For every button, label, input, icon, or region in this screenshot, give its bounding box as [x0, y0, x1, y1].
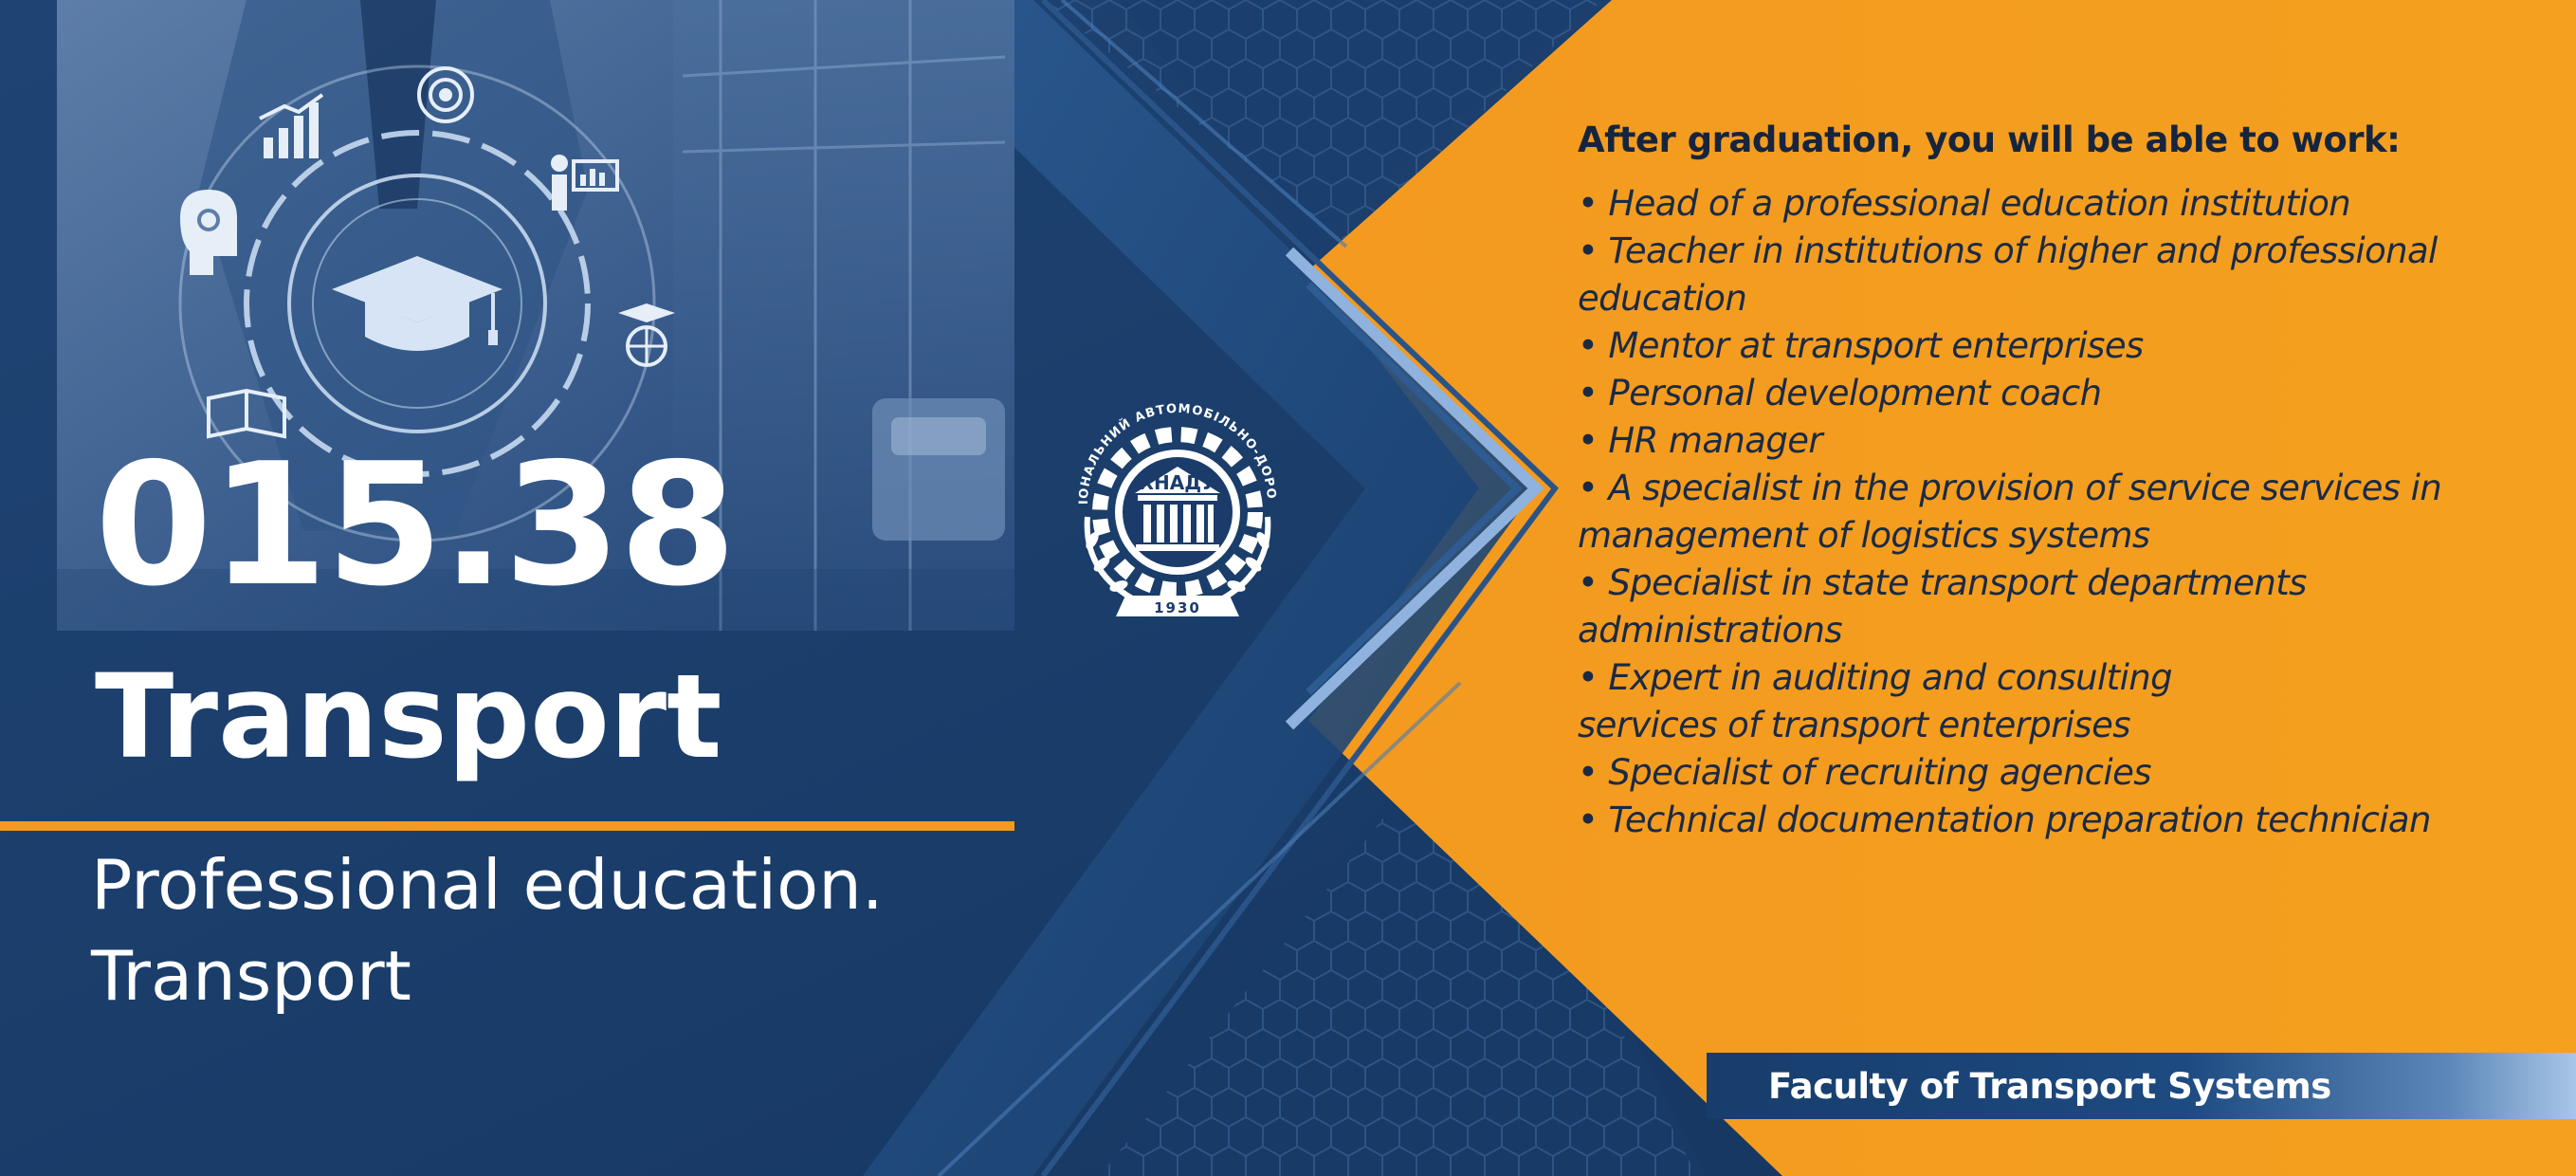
graduation-cap-icon	[332, 256, 502, 351]
brain-gears-icon	[180, 190, 237, 275]
career-item: • Expert in auditing and consulting servi…	[1578, 657, 2173, 745]
logo-year: 1930	[1154, 599, 1201, 616]
globe-cap-icon	[618, 303, 675, 367]
program-subtitle: Professional education. Transport	[91, 839, 884, 1021]
career-item: • Specialist in state transport departme…	[1578, 562, 2307, 651]
bar-chart-icon	[259, 93, 324, 158]
career-item: • Technical documentation preparation te…	[1578, 799, 2431, 840]
divider	[0, 821, 1014, 831]
book-icon	[207, 388, 286, 439]
careers-section: After graduation, you will be able to wo…	[1578, 112, 2526, 844]
subtitle-line-2: Transport	[91, 936, 411, 1016]
university-logo: ХАРКІВСЬКИЙ НАЦІОНАЛЬНИЙ АВТОМОБІЛЬНО-ДО…	[1045, 351, 1277, 616]
faculty-band	[1707, 1053, 2576, 1119]
target-icon	[417, 66, 474, 123]
career-item: • Teacher in institutions of higher and …	[1578, 230, 2438, 319]
career-item: • Specialist of recruiting agencies	[1578, 752, 2152, 793]
program-title: Transport	[95, 650, 722, 784]
careers-heading: After graduation, you will be able to wo…	[1578, 119, 2401, 160]
career-item: • HR manager	[1578, 420, 1823, 461]
career-item: • Personal development coach	[1578, 373, 2102, 413]
career-item: • Head of a professional education insti…	[1578, 183, 2351, 224]
career-item: • A specialist in the provision of servi…	[1578, 468, 2442, 556]
career-item: • Mentor at transport enterprises	[1578, 325, 2144, 366]
logo-abbreviation: ХНАДУ	[1140, 471, 1216, 494]
presenter-icon	[551, 155, 619, 211]
subtitle-line-1: Professional education.	[91, 845, 884, 925]
careers-list: • Head of a professional education insti…	[1578, 180, 2526, 844]
program-code: 015.38	[95, 427, 737, 623]
faculty-name: Faculty of Transport Systems	[1768, 1066, 2331, 1107]
photo-collage	[57, 0, 1014, 631]
